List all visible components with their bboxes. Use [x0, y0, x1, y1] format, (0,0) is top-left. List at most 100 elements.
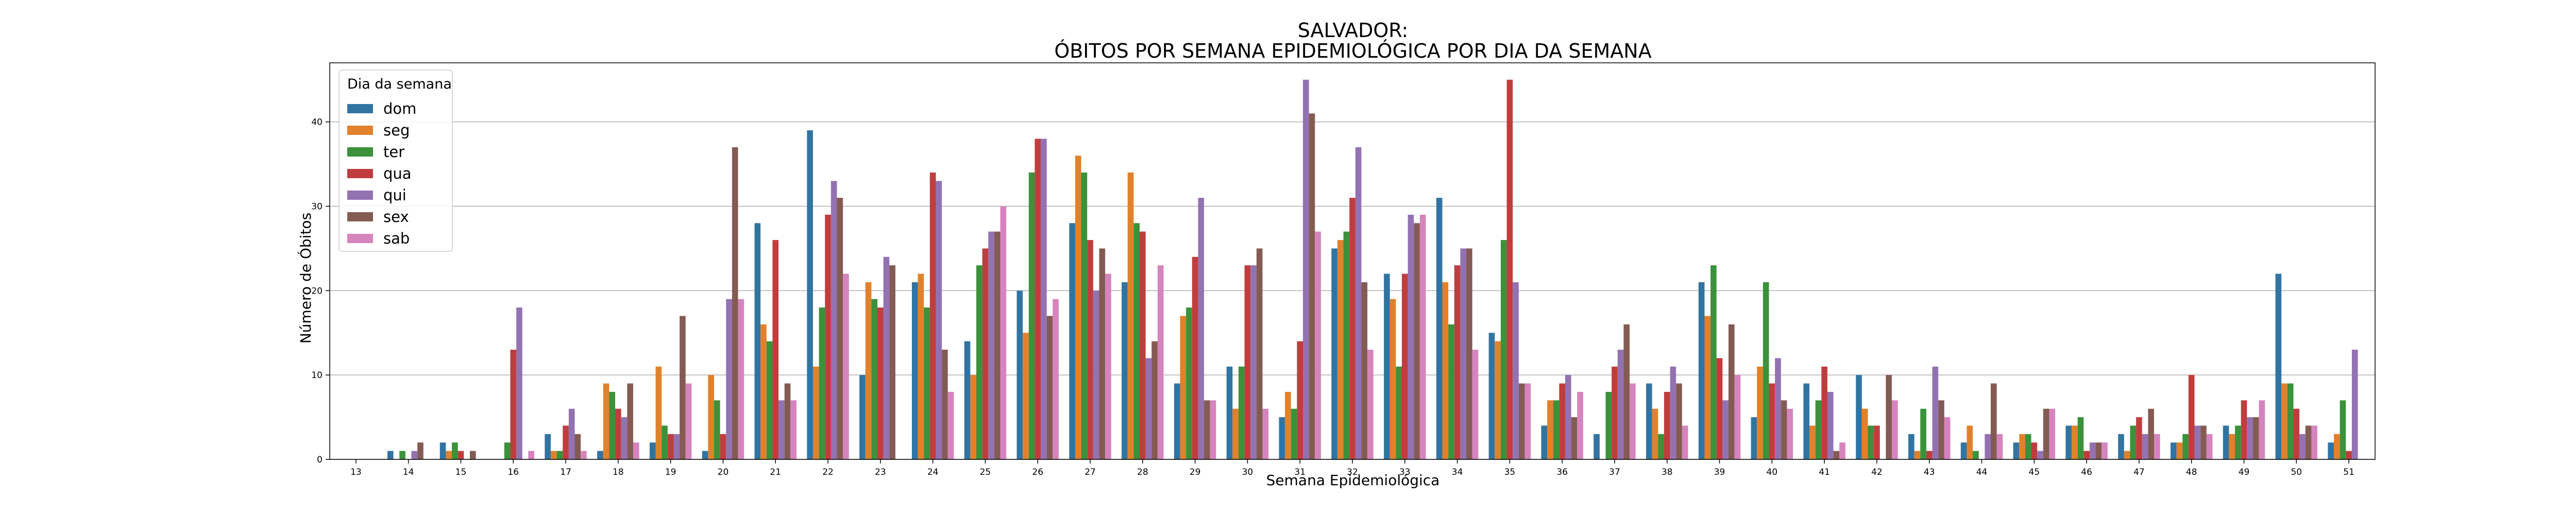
bar-sex-23	[889, 265, 895, 459]
bar-qua-41	[1821, 366, 1827, 459]
bar-sab-46	[2102, 442, 2108, 459]
bar-seg-48	[2176, 442, 2183, 459]
legend-label-seg: seg	[383, 122, 410, 139]
bar-sab-49	[2259, 400, 2265, 459]
bar-qua-39	[1716, 358, 1723, 459]
bar-qua-34	[1454, 265, 1461, 459]
bar-dom-25	[964, 341, 971, 459]
bar-sex-30	[1256, 248, 1263, 459]
bar-ter-18	[609, 391, 616, 459]
bar-dom-17	[545, 434, 551, 459]
bar-qui-22	[831, 181, 837, 459]
bar-sab-19	[685, 383, 692, 459]
bar-seg-17	[550, 451, 557, 459]
bar-dom-15	[439, 442, 446, 459]
x-tick-label: 14	[403, 467, 414, 477]
bar-qui-35	[1513, 282, 1519, 459]
bar-qui-19	[673, 434, 680, 459]
bar-ter-42	[1868, 425, 1874, 459]
bar-qui-46	[2089, 442, 2096, 459]
bar-qua-47	[2136, 417, 2142, 459]
bar-ter-21	[766, 341, 773, 459]
bar-seg-32	[1337, 240, 1344, 459]
x-tick-label: 38	[1662, 467, 1673, 477]
bar-ter-45	[2025, 434, 2031, 459]
bar-qua-51	[2346, 451, 2352, 459]
bar-sab-27	[1105, 273, 1111, 459]
bar-qui-36	[1565, 375, 1571, 459]
y-axis: 0 10 20 30 40	[311, 117, 330, 465]
legend-label-sab: sab	[383, 230, 410, 247]
x-tick-label: 36	[1556, 467, 1568, 477]
bar-dom-47	[2118, 434, 2124, 459]
bar-dom-30	[1226, 366, 1233, 459]
bar-sab-24	[947, 391, 954, 459]
bar-seg-45	[2019, 434, 2025, 459]
bar-dom-29	[1174, 383, 1180, 459]
legend-swatch-qui	[347, 191, 373, 200]
x-tick-label: 43	[1924, 467, 1935, 477]
bar-seg-25	[970, 375, 976, 459]
bar-qua-27	[1087, 240, 1093, 459]
x-tick-label: 37	[1609, 467, 1620, 477]
bar-seg-26	[1023, 333, 1029, 459]
bar-ter-16	[504, 442, 511, 459]
bar-dom-38	[1646, 383, 1652, 459]
bar-qua-16	[510, 350, 517, 459]
bar-sab-28	[1157, 265, 1164, 459]
bar-qui-50	[2299, 434, 2306, 459]
bar-qua-21	[772, 240, 779, 459]
bar-qua-15	[457, 451, 464, 459]
bar-qua-48	[2188, 375, 2195, 459]
bar-sex-27	[1099, 248, 1106, 459]
x-tick-label: 50	[2291, 467, 2302, 477]
bar-sab-48	[2206, 434, 2213, 459]
x-tick-label: 42	[1871, 467, 1883, 477]
bar-sex-34	[1466, 248, 1472, 459]
x-axis: 13 14 15 16 17 18 19 20 21 22 23 24 25 26 27 28 29 30 31 32…	[350, 459, 2354, 477]
bar-ter-30	[1238, 366, 1245, 459]
bar-ter-33	[1396, 366, 1402, 459]
x-tick-label: 51	[2343, 467, 2354, 477]
bar-sex-21	[784, 383, 791, 459]
legend-swatch-seg	[347, 126, 373, 135]
bar-sab-21	[790, 400, 796, 459]
bar-qui-24	[936, 181, 942, 459]
bar-sab-25	[1000, 206, 1007, 459]
bar-sex-50	[2305, 425, 2312, 459]
bar-qua-38	[1664, 391, 1670, 459]
bar-ter-35	[1500, 240, 1507, 459]
legend-swatch-dom	[347, 104, 373, 113]
y-tick-label: 10	[311, 370, 323, 381]
x-tick-label: 48	[2186, 467, 2197, 477]
x-tick-label: 45	[2029, 467, 2040, 477]
bar-qui-28	[1145, 358, 1152, 459]
bar-dom-41	[1803, 383, 1810, 459]
bar-ter-44	[1973, 451, 1979, 459]
bar-dom-23	[859, 375, 866, 459]
bar-dom-43	[1908, 434, 1914, 459]
bar-qua-31	[1297, 341, 1303, 459]
x-tick-label: 25	[980, 467, 991, 477]
x-tick-label: 30	[1242, 467, 1253, 477]
bar-qui-32	[1355, 147, 1362, 459]
bar-sex-45	[2043, 408, 2049, 459]
bar-sex-32	[1361, 282, 1368, 459]
bar-ter-37	[1605, 391, 1612, 459]
bar-dom-40	[1751, 417, 1757, 459]
bar-seg-29	[1180, 316, 1187, 459]
bar-qui-40	[1775, 358, 1781, 459]
bar-sex-41	[1833, 451, 1840, 459]
bar-dom-48	[2171, 442, 2177, 459]
bar-qui-44	[1985, 434, 1991, 459]
bar-seg-18	[603, 383, 609, 459]
bar-qua-29	[1192, 256, 1198, 459]
bar-dom-24	[911, 282, 918, 459]
bar-ter-29	[1186, 307, 1192, 459]
bars	[387, 79, 2358, 460]
x-tick-label: 40	[1767, 467, 1778, 477]
bar-qua-33	[1401, 273, 1408, 459]
bar-seg-34	[1442, 282, 1449, 459]
bar-sab-20	[738, 299, 744, 459]
